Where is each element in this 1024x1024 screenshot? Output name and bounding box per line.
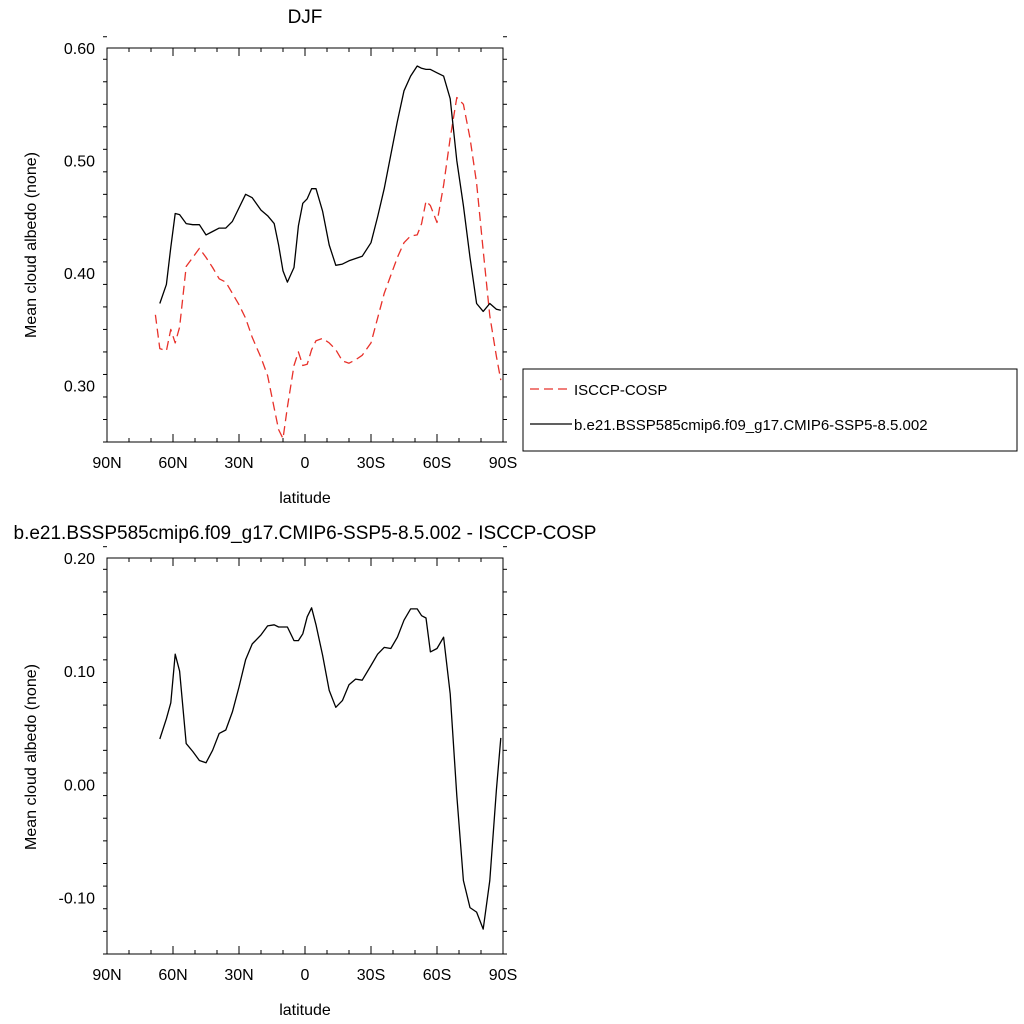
x-tick-label: 60N xyxy=(158,455,187,472)
panel-bottom-difference: b.e21.BSSP585cmip6.f09_g17.CMIP6-SSP5-8.… xyxy=(14,523,597,1019)
y-tick-label: 0.40 xyxy=(64,266,95,283)
series-bottom xyxy=(159,607,502,930)
x-tick-label: 90S xyxy=(489,455,517,472)
series-line-model xyxy=(159,65,501,313)
x-tick-label: 60S xyxy=(423,967,451,984)
y-tick-label: 0.60 xyxy=(64,41,95,58)
ticks-bottom: 90N 60N 30N 0 30S 60S 90S -0.10 0.00 0.10 0.20 xyxy=(59,546,517,984)
x-tick-label: 90N xyxy=(92,455,121,472)
y-axis-label-top: Mean cloud albedo (none) xyxy=(23,152,40,338)
plot-frame-bottom xyxy=(106,557,504,955)
legend-label-model: b.e21.BSSP585cmip6.f09_g17.CMIP6-SSP5-8.… xyxy=(574,417,928,434)
x-tick-label: 30N xyxy=(224,455,253,472)
x-tick-label: 0 xyxy=(301,455,310,472)
panel-top-djf: DJF Mean cloud albedo (none) latitude 90… xyxy=(23,7,517,507)
y-tick-label: 0.50 xyxy=(64,154,95,171)
y-tick-label: 0.00 xyxy=(64,777,95,794)
legend: ISCCP-COSP b.e21.BSSP585cmip6.f09_g17.CM… xyxy=(522,368,1018,452)
x-tick-label: 30S xyxy=(357,455,385,472)
x-tick-label: 90N xyxy=(92,967,121,984)
x-axis-label-bottom: latitude xyxy=(279,1002,331,1019)
series-top xyxy=(154,65,502,440)
x-tick-label: 90S xyxy=(489,967,517,984)
y-axis-label-bottom: Mean cloud albedo (none) xyxy=(23,664,40,850)
legend-label-isccp: ISCCP-COSP xyxy=(574,382,667,399)
plot-frame-top xyxy=(106,47,504,443)
x-tick-label: 0 xyxy=(301,967,310,984)
x-tick-label: 60S xyxy=(423,455,451,472)
x-tick-label: 60N xyxy=(158,967,187,984)
legend-box xyxy=(522,368,1018,452)
chart-title-bottom: b.e21.BSSP585cmip6.f09_g17.CMIP6-SSP5-8.… xyxy=(14,523,597,544)
series-line-model xyxy=(159,607,502,930)
ticks-top: 90N 60N 30N 0 30S 60S 90S 0.30 0.40 0.50 0.60 xyxy=(64,36,517,472)
x-tick-label: 30S xyxy=(357,967,385,984)
x-axis-label-top: latitude xyxy=(279,490,331,507)
y-tick-label: 0.20 xyxy=(64,551,95,568)
y-tick-label: -0.10 xyxy=(59,890,96,907)
y-tick-label: 0.10 xyxy=(64,664,95,681)
chart-title-top: DJF xyxy=(288,7,323,28)
series-line-isccp-cosp xyxy=(154,96,502,440)
x-tick-label: 30N xyxy=(224,967,253,984)
y-tick-label: 0.30 xyxy=(64,379,95,396)
